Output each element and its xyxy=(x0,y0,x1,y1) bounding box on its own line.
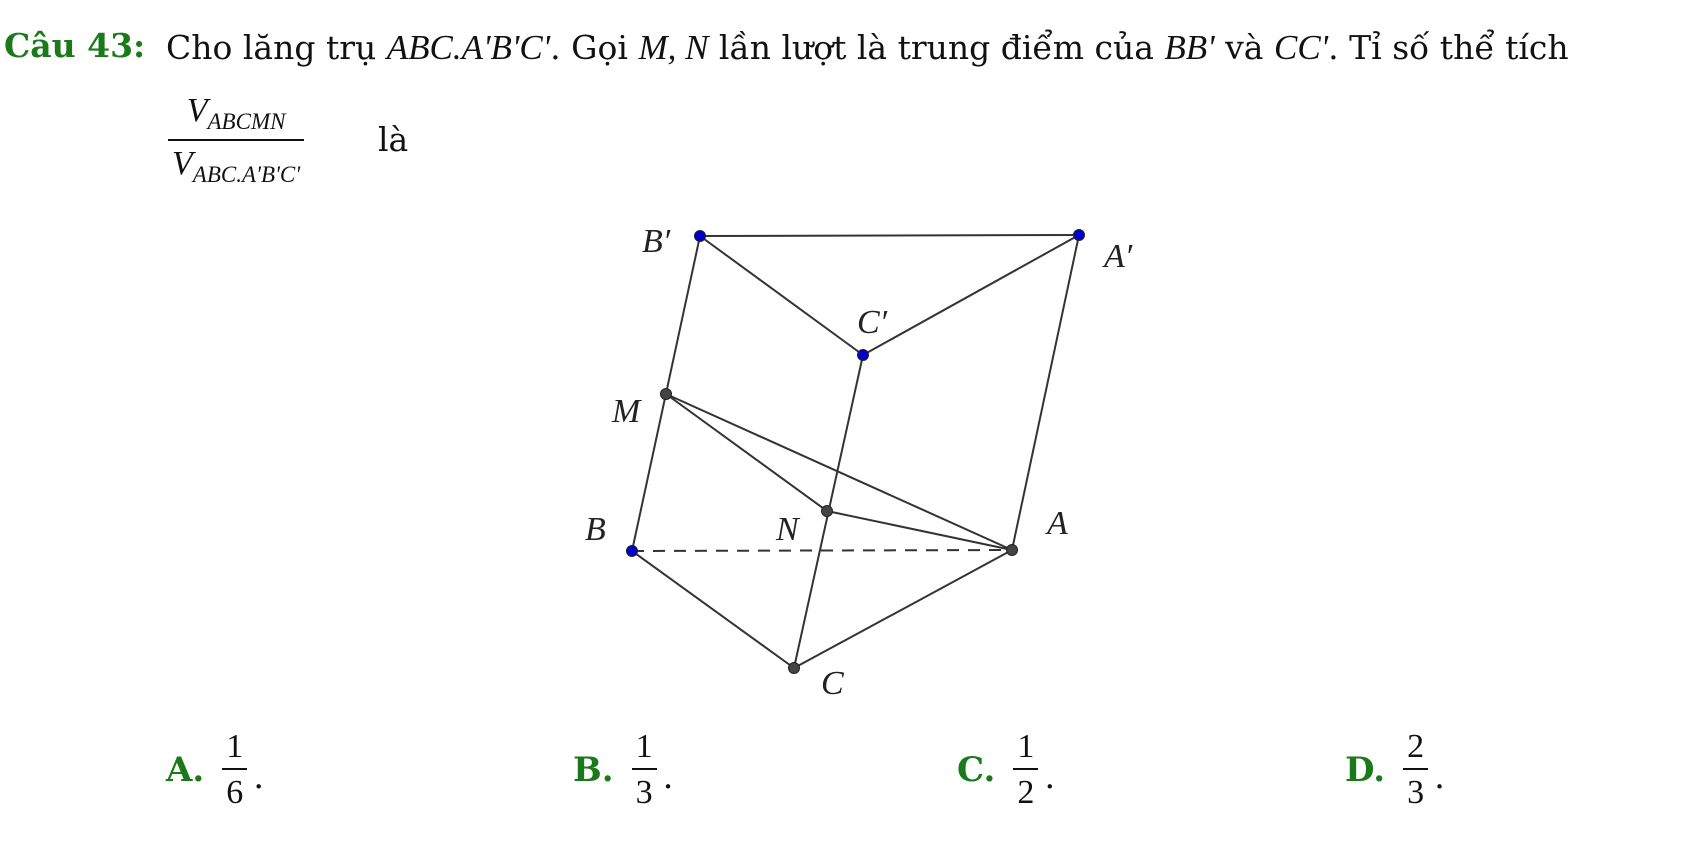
segment-cc-prime: CC' xyxy=(1273,28,1329,67)
question-text-part: . Tỉ số thể tích xyxy=(1328,28,1569,67)
label-b: B xyxy=(585,511,606,548)
fraction-denominator: VABC.A'B'C' xyxy=(168,141,304,188)
option-a[interactable]: A. 1 6 . xyxy=(166,720,264,820)
option-letter: A. xyxy=(166,750,205,790)
edge-b-prime-c-prime xyxy=(699,235,864,356)
vertex-b xyxy=(626,545,638,557)
option-numerator: 2 xyxy=(1403,728,1429,770)
label-b-prime: B′ xyxy=(642,223,671,260)
option-denominator: 3 xyxy=(635,774,653,811)
segment-n-a xyxy=(826,510,1013,551)
option-letter: C. xyxy=(957,750,996,790)
question-tail: là xyxy=(378,120,409,159)
prism-edges xyxy=(631,234,1080,669)
option-b[interactable]: B. 1 3 . xyxy=(573,720,673,820)
option-period: . xyxy=(662,757,674,797)
edge-b-c xyxy=(631,550,795,669)
option-d[interactable]: D. 2 3 . xyxy=(1345,720,1445,820)
vertex-m xyxy=(660,388,672,400)
prism-vertices xyxy=(626,229,1085,674)
option-c[interactable]: C. 1 2 . xyxy=(957,720,1055,820)
option-numerator: 1 xyxy=(631,728,657,770)
label-n: N xyxy=(775,511,801,548)
label-c-prime: C′ xyxy=(857,304,888,341)
points-m-n: M, N xyxy=(638,28,709,67)
option-numerator: 1 xyxy=(1013,728,1039,770)
label-a: A xyxy=(1045,505,1068,542)
fraction-numerator: VABCMN xyxy=(168,92,305,141)
label-a-prime: A′ xyxy=(1102,238,1133,275)
option-denominator: 6 xyxy=(226,774,244,811)
option-letter: B. xyxy=(573,750,614,790)
option-fraction: 2 3 xyxy=(1403,728,1429,812)
segment-m-a xyxy=(665,393,1013,551)
option-period: . xyxy=(1434,757,1445,797)
vertex-b-prime xyxy=(694,230,706,242)
option-denominator: 2 xyxy=(1017,774,1035,811)
volume-ratio-fraction: VABCMN VABC.A'B'C' xyxy=(168,92,305,188)
edge-c-a xyxy=(793,549,1013,669)
vertex-a-prime xyxy=(1073,229,1085,241)
edge-a-prime-a xyxy=(1011,234,1080,551)
vertex-c-prime xyxy=(857,349,869,361)
vertex-n xyxy=(821,505,833,517)
option-numerator: 1 xyxy=(222,728,248,770)
denominator-subscript: ABC.A'B'C' xyxy=(192,162,301,187)
segment-bb-prime: BB' xyxy=(1164,28,1215,67)
label-c: C xyxy=(821,665,844,702)
label-m: M xyxy=(611,393,642,430)
option-fraction: 1 2 xyxy=(1013,728,1039,812)
denominator-symbol: V xyxy=(172,145,193,182)
numerator-subscript: ABCMN xyxy=(207,109,286,134)
question-text: Cho lăng trụ ABC.A'B'C'. Gọi M, N lần lư… xyxy=(166,28,1569,68)
option-denominator: 3 xyxy=(1407,774,1425,811)
question-number: Câu 43: xyxy=(4,26,146,65)
vertex-a xyxy=(1006,544,1018,556)
vertex-labels: B′ A′ C′ M N B A C xyxy=(585,223,1133,702)
option-letter: D. xyxy=(1345,750,1386,790)
option-fraction: 1 3 xyxy=(631,728,657,812)
question-text-part: lần lượt là trung điểm của xyxy=(708,28,1165,67)
numerator-symbol: V xyxy=(186,92,208,129)
segment-m-n xyxy=(665,393,828,512)
question-text-part: . Gọi xyxy=(550,28,639,67)
option-period: . xyxy=(1044,757,1056,797)
edge-b-prime-a-prime xyxy=(699,234,1080,237)
question-text-part: và xyxy=(1214,28,1274,67)
vertex-c xyxy=(788,662,800,674)
prism-name: ABC.A'B'C' xyxy=(386,28,551,67)
edge-b-a-hidden xyxy=(631,549,1013,552)
option-period: . xyxy=(253,757,265,797)
edge-c-prime-a-prime xyxy=(862,234,1080,356)
option-fraction: 1 6 xyxy=(222,728,248,812)
question-text-part: Cho lăng trụ xyxy=(166,28,387,67)
